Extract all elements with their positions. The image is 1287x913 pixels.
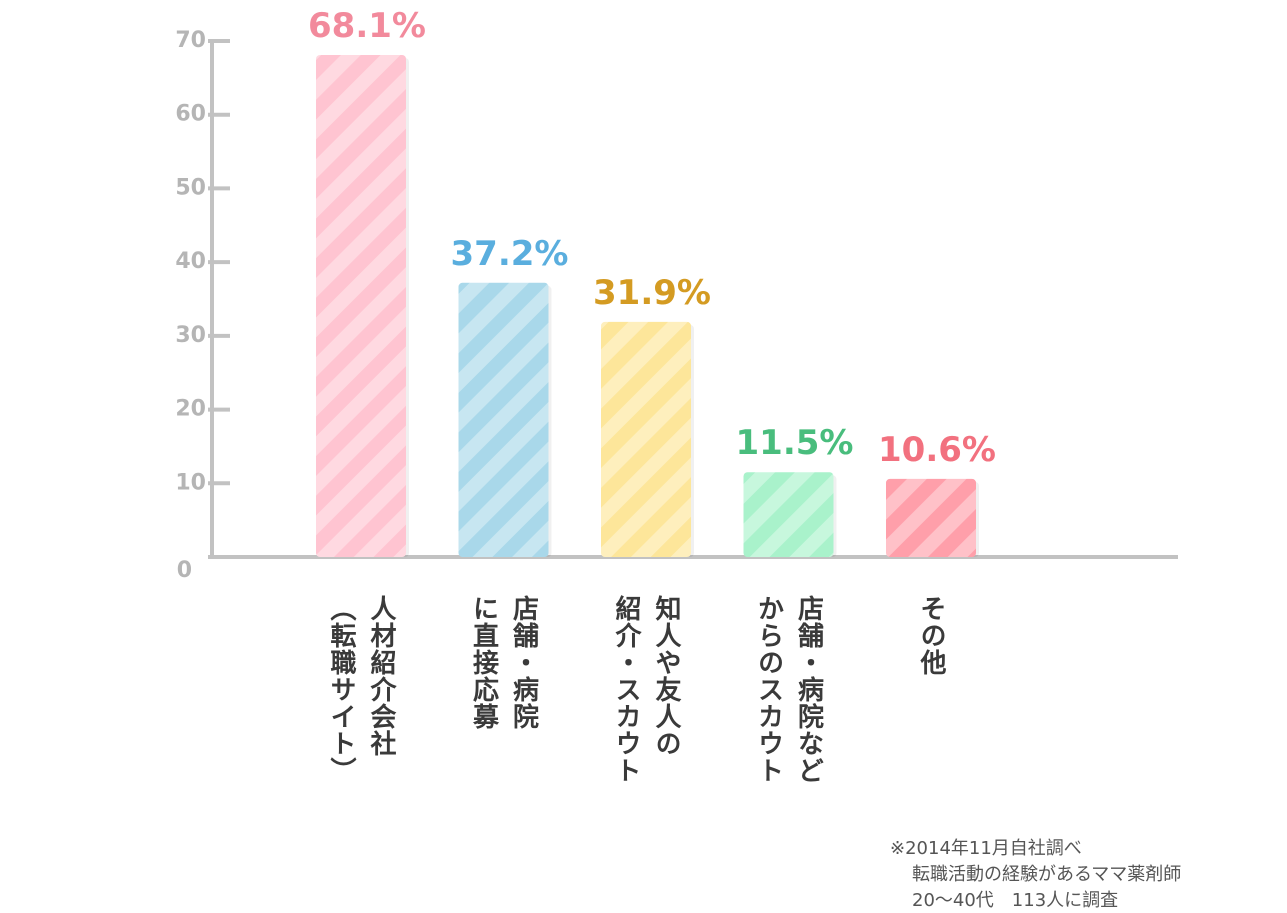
value-label: 31.9%: [593, 273, 711, 313]
bar: [886, 478, 976, 557]
y-tick-label: 30: [175, 323, 206, 348]
value-label: 68.1%: [308, 6, 426, 46]
bar: [743, 472, 834, 557]
y-tick-label: 10: [175, 470, 206, 495]
footnote: ※2014年11月自社調べ転職活動の経験があるママ薬剤師 20～40代 113人に…: [890, 836, 1181, 913]
y-tick-label: 50: [175, 175, 206, 200]
value-label: 37.2%: [451, 234, 569, 274]
x-tick-label: 店舗・病院 に直接応募: [468, 595, 539, 730]
x-tick-label: 店舗・病院など からのスカウト: [753, 595, 824, 784]
footnote-line: 転職活動の経験があるママ薬剤師: [912, 864, 1182, 885]
footnote-line: ※2014年11月自社調べ: [890, 838, 1082, 859]
value-label: 10.6%: [878, 430, 996, 470]
bar: [458, 282, 549, 557]
y-tick-label: 20: [175, 397, 206, 422]
y-tick-label: 60: [175, 102, 206, 127]
x-tick-label: 人材紹介会社 （転職サイト）: [326, 595, 396, 784]
y-tick-label: 40: [175, 249, 206, 274]
x-tick-label: その他: [916, 595, 946, 676]
y-tick-label: 70: [175, 28, 206, 53]
footnote-line: 20～40代 113人に調査: [912, 890, 1119, 911]
value-label: 11.5%: [736, 423, 854, 463]
x-tick-label: 知人や友人の 紹介・スカウト: [611, 595, 681, 784]
bar: [316, 55, 406, 558]
y-tick-label: 0: [177, 558, 192, 583]
bar: [601, 321, 691, 557]
